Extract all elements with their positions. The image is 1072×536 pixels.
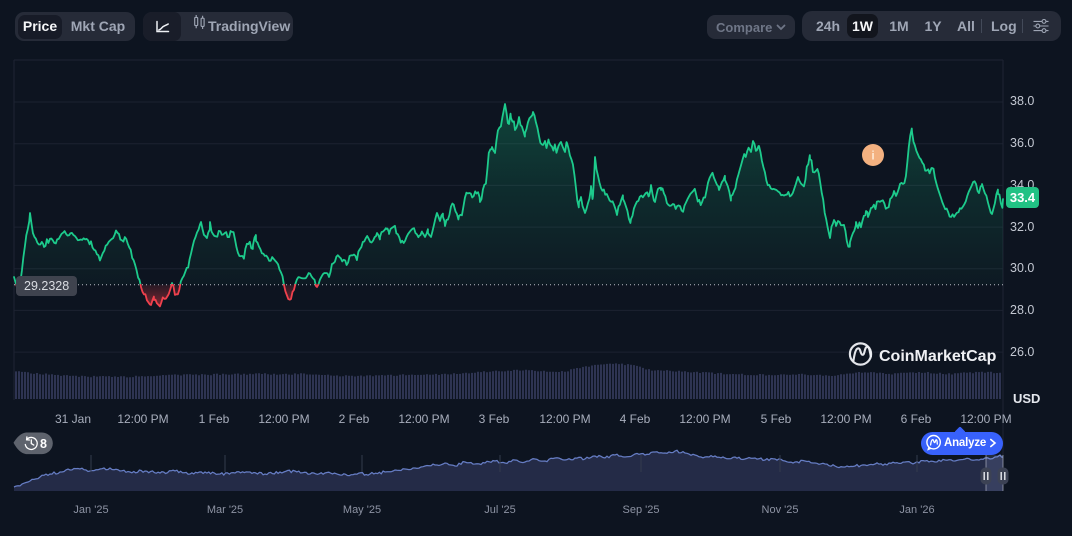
svg-text:CoinMarketCap: CoinMarketCap [879, 348, 997, 365]
svg-text:i: i [871, 149, 874, 163]
svg-text:8: 8 [40, 437, 47, 451]
